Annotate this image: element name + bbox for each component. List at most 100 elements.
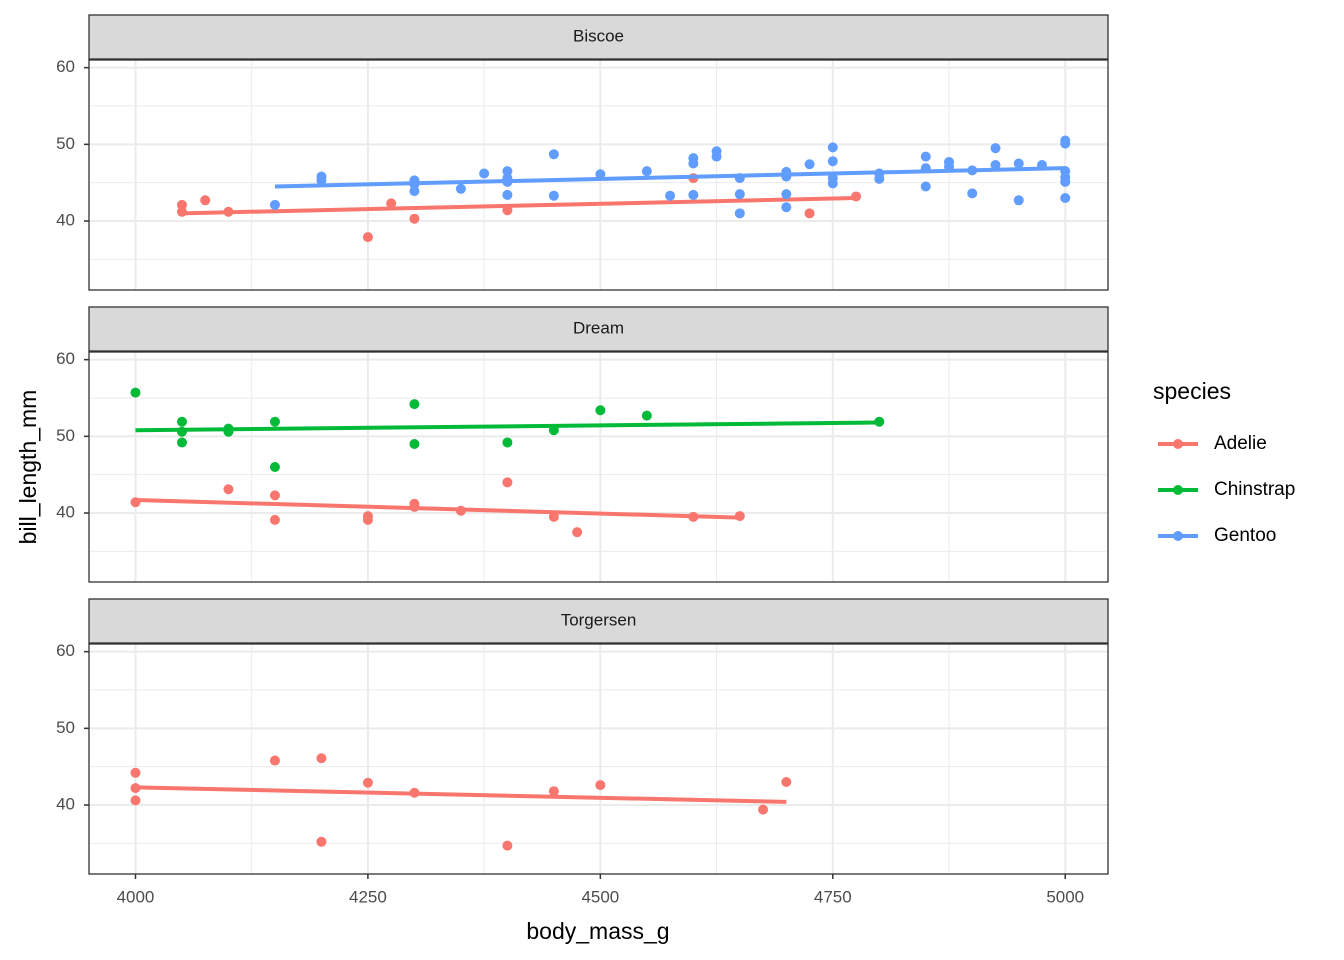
point xyxy=(223,484,234,495)
point xyxy=(409,186,420,197)
point xyxy=(269,199,280,210)
point xyxy=(711,151,722,162)
point xyxy=(362,777,373,788)
point xyxy=(781,202,792,213)
point xyxy=(362,514,373,525)
y-tick-label: 60 xyxy=(56,349,75,368)
point xyxy=(548,190,559,201)
point xyxy=(804,208,815,219)
strip xyxy=(88,306,1109,352)
y-tick-label: 40 xyxy=(56,794,75,813)
strip xyxy=(88,14,1109,60)
point xyxy=(455,183,466,194)
point xyxy=(572,527,583,538)
point xyxy=(502,840,513,851)
panel-border xyxy=(88,351,1109,583)
point xyxy=(502,166,513,177)
legend-key-point xyxy=(1173,439,1183,449)
point xyxy=(269,514,280,525)
point xyxy=(688,189,699,200)
point xyxy=(269,755,280,766)
y-tick-label: 40 xyxy=(56,502,75,521)
panel-background xyxy=(89,644,1108,874)
legend-label: Chinstrap xyxy=(1214,479,1295,500)
point xyxy=(990,160,1001,171)
point xyxy=(1060,138,1071,149)
strip-label: Torgersen xyxy=(561,610,637,629)
point xyxy=(688,158,699,169)
point xyxy=(874,173,885,184)
point xyxy=(409,439,420,449)
panel-border xyxy=(88,643,1109,875)
fit-line xyxy=(274,166,1066,189)
legend-label: Adelie xyxy=(1214,433,1267,454)
point xyxy=(316,753,327,764)
point xyxy=(479,168,490,179)
x-tick-label: 5000 xyxy=(1046,887,1084,906)
point xyxy=(176,199,187,210)
y-tick-label: 60 xyxy=(56,57,75,76)
point xyxy=(269,416,280,427)
point xyxy=(176,437,187,448)
point xyxy=(595,169,606,180)
point xyxy=(734,189,745,200)
point xyxy=(990,143,1001,154)
point xyxy=(269,462,280,472)
point xyxy=(1013,158,1024,169)
fit-line xyxy=(181,196,857,216)
point xyxy=(269,490,280,501)
point xyxy=(734,208,745,219)
point xyxy=(781,189,792,200)
point xyxy=(362,232,373,243)
point xyxy=(827,178,838,189)
point xyxy=(758,804,769,815)
strip xyxy=(88,598,1109,644)
point xyxy=(316,175,327,186)
x-tick-label: 4000 xyxy=(117,887,155,906)
point xyxy=(176,416,187,427)
panel-background xyxy=(89,352,1108,582)
y-tick-label: 50 xyxy=(56,426,75,445)
fit-line xyxy=(135,785,787,804)
strip-label: Dream xyxy=(573,318,624,337)
y-tick-label: 40 xyxy=(56,210,75,229)
point xyxy=(804,159,815,170)
point xyxy=(827,142,838,153)
point xyxy=(502,477,513,488)
point xyxy=(130,387,141,398)
point xyxy=(1060,193,1071,203)
strip-label: Biscoe xyxy=(573,26,624,45)
point xyxy=(502,437,513,448)
x-tick-label: 4250 xyxy=(349,887,387,906)
point xyxy=(409,213,420,224)
point xyxy=(200,195,211,206)
point xyxy=(781,777,792,787)
point xyxy=(386,198,397,209)
point xyxy=(409,399,420,410)
point xyxy=(1013,195,1024,206)
point xyxy=(595,405,606,416)
x-tick-label: 4750 xyxy=(814,887,852,906)
legend-key-point xyxy=(1173,531,1183,541)
point xyxy=(548,149,559,160)
point xyxy=(548,786,559,797)
y-tick-label: 50 xyxy=(56,718,75,737)
point xyxy=(130,767,141,778)
x-axis-title: body_mass_g xyxy=(526,918,669,944)
point xyxy=(548,511,559,522)
point xyxy=(502,189,513,200)
point xyxy=(641,410,652,421)
y-axis-title: bill_length_mm xyxy=(15,390,41,545)
x-tick-label: 4500 xyxy=(581,887,619,906)
panel-border xyxy=(88,59,1109,291)
point xyxy=(316,836,327,847)
y-tick-label: 50 xyxy=(56,134,75,153)
point xyxy=(920,181,931,192)
legend-title: species xyxy=(1153,378,1231,404)
point xyxy=(920,151,931,162)
point xyxy=(827,156,838,167)
y-tick-label: 60 xyxy=(56,641,75,660)
point xyxy=(665,190,676,201)
